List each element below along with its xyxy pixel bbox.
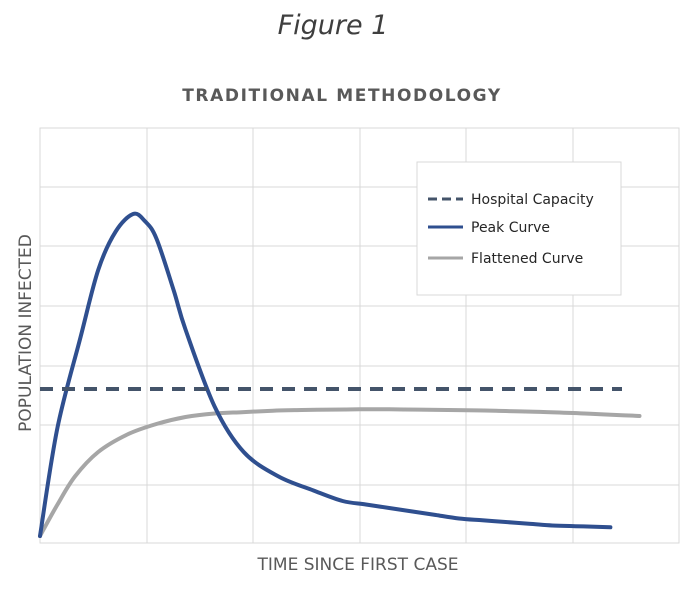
legend: Hospital Capacity Peak Curve Flattened Cur… xyxy=(416,161,622,296)
series-line-peak-curve xyxy=(38,211,613,538)
chart-title: TRADITIONAL METHODOLOGY xyxy=(182,86,502,106)
legend-label-flattened-curve: Flattened Curve xyxy=(471,251,583,267)
legend-label-peak-curve: Peak Curve xyxy=(471,220,550,236)
legend-label-hospital-capacity: Hospital Capacity xyxy=(471,192,594,208)
figure-caption: Figure 1 xyxy=(278,10,389,41)
x-axis-label: TIME SINCE FIRST CASE xyxy=(257,555,459,575)
plot-area xyxy=(38,127,680,544)
series-line-flattened-curve xyxy=(38,407,642,538)
y-axis-label: POPULATION INFECTED xyxy=(16,234,36,432)
